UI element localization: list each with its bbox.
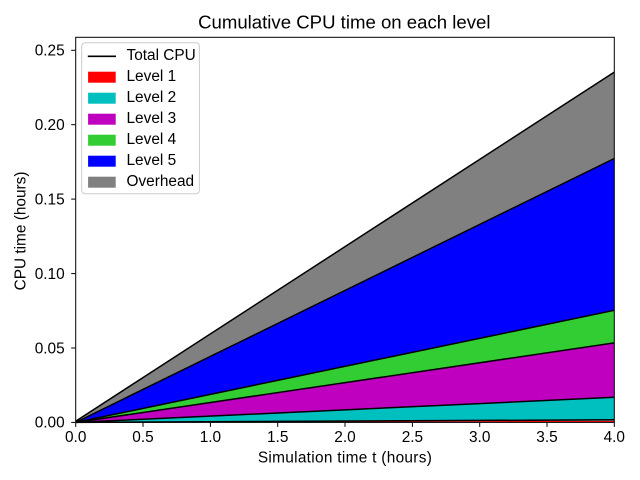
- svg-text:CPU time (hours): CPU time (hours): [12, 172, 29, 291]
- svg-text:Level 3: Level 3: [127, 110, 177, 127]
- svg-text:Cumulative CPU time on each le: Cumulative CPU time on each level: [198, 12, 490, 33]
- svg-text:0.10: 0.10: [35, 266, 65, 283]
- svg-text:0.00: 0.00: [35, 415, 65, 432]
- svg-text:4.0: 4.0: [604, 429, 625, 446]
- svg-text:0.0: 0.0: [65, 429, 86, 446]
- svg-text:0.15: 0.15: [35, 191, 65, 208]
- svg-text:1.0: 1.0: [200, 429, 221, 446]
- svg-text:Simulation time t (hours): Simulation time t (hours): [258, 449, 432, 466]
- svg-text:0.20: 0.20: [35, 117, 65, 134]
- svg-text:Level 4: Level 4: [127, 131, 177, 148]
- svg-text:2.0: 2.0: [334, 429, 355, 446]
- svg-text:0.25: 0.25: [35, 43, 65, 60]
- svg-text:3.0: 3.0: [469, 429, 490, 446]
- svg-text:0.05: 0.05: [35, 340, 65, 357]
- svg-text:Level 5: Level 5: [127, 152, 177, 169]
- svg-text:Overhead: Overhead: [127, 173, 195, 190]
- svg-text:0.5: 0.5: [132, 429, 153, 446]
- svg-text:1.5: 1.5: [267, 429, 288, 446]
- svg-text:Total CPU: Total CPU: [127, 47, 196, 64]
- svg-text:Level 1: Level 1: [127, 68, 177, 85]
- svg-text:2.5: 2.5: [402, 429, 423, 446]
- svg-text:Level 2: Level 2: [127, 89, 177, 106]
- svg-text:3.5: 3.5: [536, 429, 557, 446]
